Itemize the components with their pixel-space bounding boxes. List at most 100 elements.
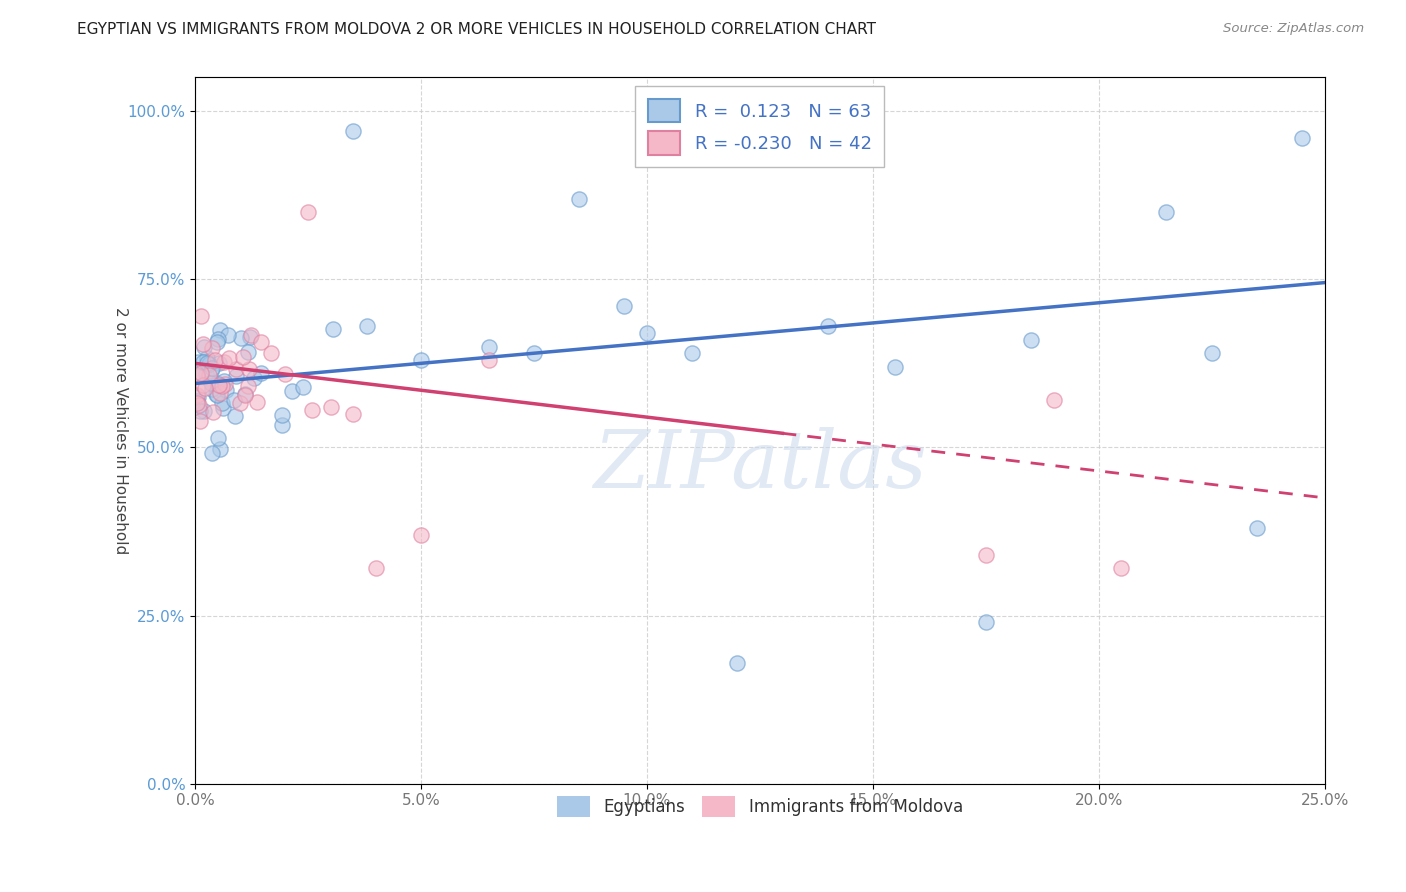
Point <box>1019 333 1042 347</box>
Point <box>201 360 224 375</box>
Point <box>217 328 239 343</box>
Point <box>201 383 224 397</box>
Point <box>523 346 546 360</box>
Point <box>207 388 229 402</box>
Point <box>222 392 245 407</box>
Point <box>817 319 839 334</box>
Point <box>211 396 233 410</box>
Text: ZIPatlas: ZIPatlas <box>593 427 927 505</box>
Point <box>636 326 658 340</box>
Point <box>270 408 292 422</box>
Point <box>239 328 262 343</box>
Legend: Egyptians, Immigrants from Moldova: Egyptians, Immigrants from Moldova <box>548 788 972 825</box>
Point <box>186 369 208 384</box>
Point <box>208 377 231 392</box>
Point <box>186 395 208 409</box>
Point <box>409 528 432 542</box>
Point <box>212 355 235 369</box>
Point <box>215 383 238 397</box>
Point <box>342 124 364 138</box>
Point <box>205 376 228 390</box>
Point <box>239 330 262 344</box>
Point <box>1291 131 1313 145</box>
Point <box>207 332 229 346</box>
Point <box>193 355 215 369</box>
Point <box>613 299 636 313</box>
Point <box>195 368 218 382</box>
Point <box>209 323 232 337</box>
Point <box>193 378 215 392</box>
Point <box>212 401 235 416</box>
Point <box>188 404 211 418</box>
Point <box>725 656 748 670</box>
Point <box>209 442 232 456</box>
Point <box>250 334 273 349</box>
Point <box>195 356 218 370</box>
Point <box>193 403 215 417</box>
Point <box>190 310 212 324</box>
Point <box>301 402 323 417</box>
Point <box>235 387 257 401</box>
Point <box>201 445 224 459</box>
Point <box>409 353 432 368</box>
Point <box>225 368 247 383</box>
Point <box>204 352 226 367</box>
Point <box>260 346 283 360</box>
Point <box>190 366 212 380</box>
Point <box>297 205 319 219</box>
Point <box>884 359 907 374</box>
Point <box>186 393 208 408</box>
Point <box>188 398 211 412</box>
Point <box>229 396 252 410</box>
Point <box>232 350 254 364</box>
Point <box>238 361 260 376</box>
Point <box>214 377 236 392</box>
Point <box>292 380 315 394</box>
Point <box>974 548 997 562</box>
Point <box>281 384 304 398</box>
Point <box>1111 561 1133 575</box>
Point <box>218 351 240 366</box>
Point <box>236 345 259 359</box>
Point <box>245 395 267 409</box>
Point <box>249 367 271 381</box>
Point <box>356 319 378 334</box>
Point <box>197 357 219 371</box>
Point <box>1156 205 1178 219</box>
Point <box>568 192 591 206</box>
Point <box>186 387 208 401</box>
Point <box>191 337 214 351</box>
Point <box>478 339 501 353</box>
Point <box>187 355 209 369</box>
Point <box>319 400 342 414</box>
Point <box>342 407 364 421</box>
Point <box>243 371 266 385</box>
Point <box>271 417 294 432</box>
Y-axis label: 2 or more Vehicles in Household: 2 or more Vehicles in Household <box>114 307 128 554</box>
Point <box>1042 393 1064 408</box>
Point <box>201 341 224 355</box>
Point <box>211 378 233 392</box>
Point <box>231 331 253 345</box>
Point <box>478 353 501 368</box>
Point <box>207 432 229 446</box>
Point <box>1246 521 1268 535</box>
Point <box>187 390 209 404</box>
Point <box>1201 346 1223 360</box>
Point <box>322 322 344 336</box>
Point <box>364 561 387 575</box>
Point <box>274 368 297 382</box>
Point <box>186 368 208 382</box>
Point <box>200 363 222 377</box>
Point <box>681 346 703 360</box>
Point <box>188 414 211 428</box>
Point <box>205 334 228 349</box>
Point <box>208 356 231 370</box>
Point <box>974 615 997 630</box>
Point <box>194 381 217 395</box>
Point <box>233 387 256 401</box>
Point <box>195 351 218 366</box>
Point <box>200 376 222 391</box>
Point <box>212 374 235 388</box>
Point <box>236 379 259 393</box>
